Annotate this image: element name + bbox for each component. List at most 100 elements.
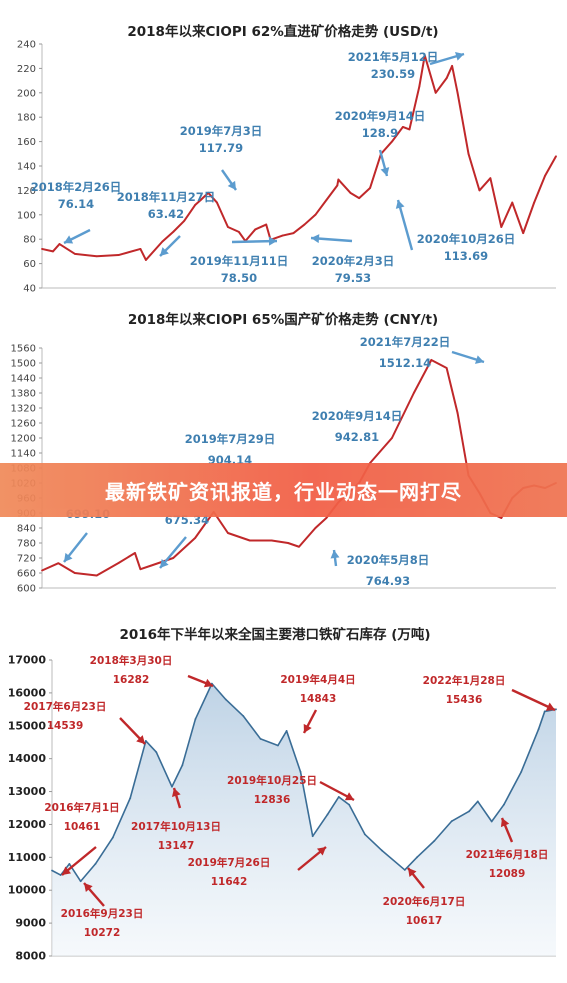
series-point [52, 250, 54, 253]
ann-2020-05-date: 2020年5月8日 [347, 553, 430, 567]
series-point [434, 91, 437, 94]
ann-2017-10-date: 2017年10月13日 [131, 820, 221, 833]
annotation-arrowhead [545, 702, 555, 711]
series-point [117, 254, 120, 256]
series-point [476, 800, 479, 803]
series-point [171, 785, 173, 788]
y-tick-label: 660 [17, 569, 36, 580]
ann-2019-11-value: 78.50 [221, 271, 257, 285]
ann-2018-03-value: 16282 [113, 674, 150, 686]
series-area [52, 683, 556, 956]
series-point [325, 517, 328, 519]
y-tick-label: 1440 [11, 374, 36, 385]
ann-2017-10-value: 13147 [158, 840, 195, 852]
series-point [543, 710, 546, 713]
chart-title: 2018年以来CIOPI 62%直进矿价格走势 (USD/t) [127, 23, 438, 40]
series-point [94, 863, 97, 865]
series-point [41, 248, 43, 250]
series-point [369, 187, 371, 189]
series-point [544, 174, 546, 177]
y-tick-label: 220 [17, 64, 36, 75]
series-point [349, 191, 352, 194]
y-tick-label: 160 [17, 137, 36, 148]
annotation-arrowhead [475, 355, 484, 364]
series-point [194, 718, 197, 721]
annotation-arrowhead [64, 552, 73, 562]
annotation-arrow [396, 199, 414, 251]
series-point [391, 140, 393, 143]
series-point [129, 797, 132, 800]
series-point [281, 234, 284, 237]
series-point [155, 751, 158, 753]
ann-2021-06-value: 12089 [489, 868, 526, 880]
series-point [299, 770, 302, 773]
series-point [416, 856, 418, 859]
series-point [57, 562, 60, 565]
series-point [183, 220, 186, 222]
ann-2021-07-date: 2021年7月22日 [360, 335, 451, 349]
series-point [144, 740, 147, 742]
series-point [363, 833, 366, 836]
y-tick-label: 12000 [8, 818, 47, 831]
y-tick-label: 14000 [8, 752, 47, 765]
series-point [408, 128, 411, 131]
series-point [468, 810, 471, 813]
annotation-arrowhead [136, 735, 145, 744]
ann-2020-02-date: 2020年2月3日 [312, 254, 395, 268]
chart-port-inventory: 2016年下半年以来全国主要港口铁矿石库存 (万吨) 17000 16000 150… [0, 612, 567, 983]
annotation-arrowhead [316, 847, 326, 856]
series-point [144, 259, 147, 261]
series-point [511, 201, 514, 204]
ann-2018-11-date: 2018年11月27日 [117, 190, 216, 204]
annotation-arrowhead [380, 167, 390, 176]
y-tick-label: 1260 [11, 419, 36, 430]
series-point [456, 412, 459, 414]
y-tick-label: 1500 [11, 359, 36, 370]
ann-2020-06-value: 10617 [406, 915, 443, 927]
ann-2020-09-date: 2020年9月14日 [312, 409, 403, 423]
ann-2018-11-value: 63.42 [148, 207, 184, 221]
ann-2020-09-value: 942.81 [335, 430, 379, 444]
series-point [224, 698, 227, 701]
annotation-arrowhead [455, 51, 464, 61]
series-point [237, 230, 240, 233]
series-point [270, 539, 273, 542]
ann-2019-10-value: 12836 [254, 794, 291, 806]
series-point [51, 869, 53, 872]
series-point [430, 359, 433, 361]
y-tick-label: 200 [17, 88, 36, 99]
series-point [227, 226, 229, 228]
series-point [41, 569, 43, 572]
y-tick-label: 15000 [8, 719, 47, 732]
y-tick-label: 1320 [11, 404, 36, 415]
series-point [59, 874, 62, 876]
annotation-arrowhead [84, 883, 93, 892]
series-point [489, 177, 492, 180]
annotation-arrowhead [160, 558, 169, 568]
series-point [537, 728, 540, 730]
y-tick-label: 1200 [11, 434, 36, 445]
series-point [117, 562, 120, 564]
annotation-arrowhead [203, 678, 213, 688]
series-point [490, 820, 493, 823]
promo-banner[interactable]: 最新铁矿资讯报道，行业动态一网打尽 [0, 463, 567, 517]
ann-2020-10-date: 2020年10月26日 [417, 232, 516, 246]
series-point [73, 572, 76, 574]
series-point [467, 152, 470, 155]
y-tick-label: 120 [17, 186, 36, 197]
series-point [450, 820, 453, 823]
series-point [292, 232, 295, 235]
annotation-arrowhead [408, 868, 417, 878]
series-point [336, 184, 339, 187]
series-point [194, 537, 197, 539]
series-point [172, 557, 175, 559]
series-point [150, 564, 153, 567]
ann-2019-07-value: 117.79 [199, 141, 243, 155]
ann-2018-02-value: 76.14 [58, 197, 94, 211]
series-point [139, 568, 142, 571]
ann-2019-07-date: 2019年7月3日 [180, 124, 263, 138]
series-point [500, 517, 503, 519]
series-point [348, 803, 351, 806]
series-point [58, 243, 61, 245]
annotation-arrowhead [268, 236, 277, 246]
